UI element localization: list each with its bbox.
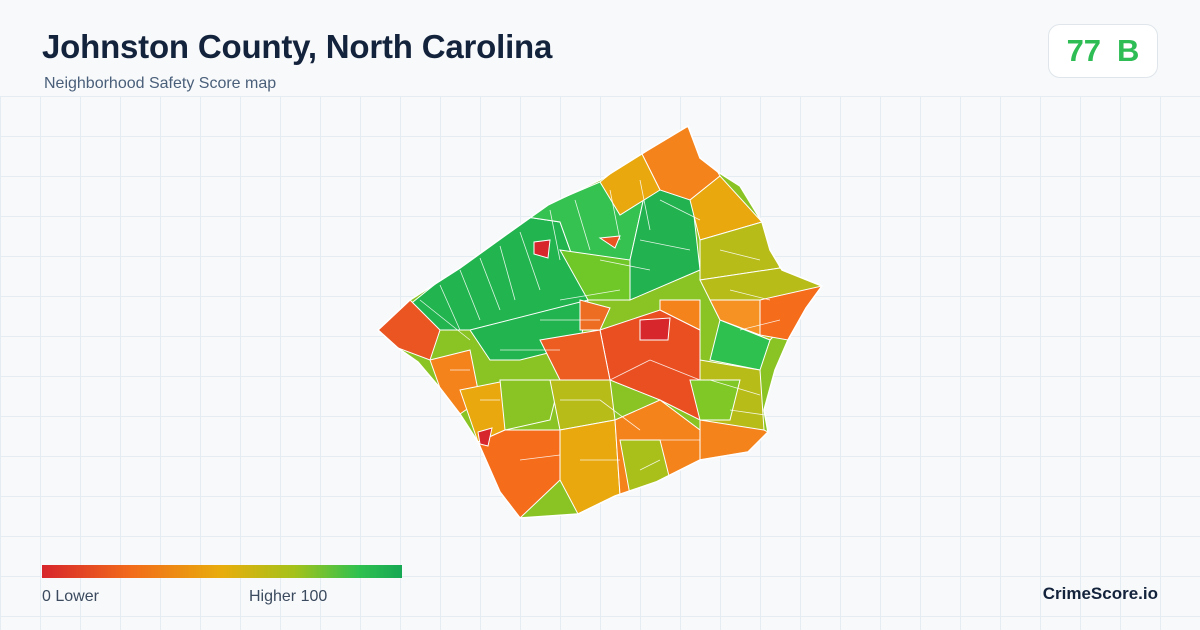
county-outline bbox=[376, 124, 824, 519]
safety-score-grade: B bbox=[1117, 33, 1140, 68]
map-regions bbox=[378, 126, 822, 518]
safety-score-value: 77 bbox=[1066, 33, 1102, 68]
page-title: Johnston County, North Carolina bbox=[42, 28, 553, 65]
safety-score-badge: 77 B bbox=[1048, 24, 1158, 78]
legend-min-label: 0 Lower bbox=[42, 588, 99, 605]
legend-color-scale bbox=[42, 565, 402, 578]
legend-max-label: Higher 100 bbox=[249, 588, 328, 605]
brand-logo-text: CrimeScore.io bbox=[1042, 584, 1158, 603]
page-subtitle: Neighborhood Safety Score map bbox=[44, 75, 277, 92]
